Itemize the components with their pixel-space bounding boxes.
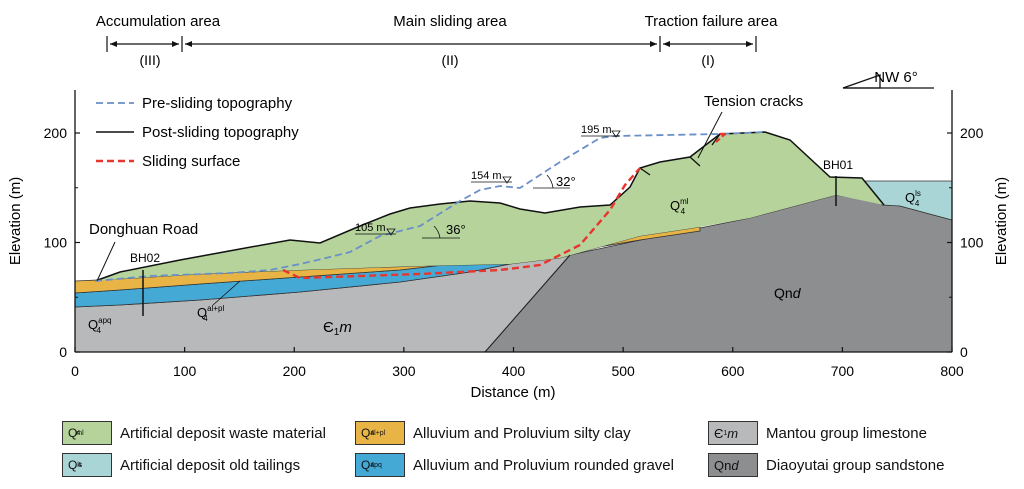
- pre-sliding-topography: [94, 131, 766, 282]
- y-tick-label-right: 0: [960, 344, 968, 360]
- x-tick-label: 800: [940, 363, 964, 379]
- x-axis-label: Distance (m): [470, 384, 555, 401]
- x-tick-label: 500: [611, 363, 635, 379]
- legend-label-limestone: Mantou group limestone: [766, 424, 927, 442]
- x-tick-label: 400: [502, 363, 526, 379]
- legend-swatch-sandstone: Qn d: [708, 453, 758, 477]
- legend-pre-sliding: Pre-sliding topography: [142, 95, 293, 112]
- legend-swatch-silty-clay: Q 4 al+pl: [355, 421, 405, 445]
- limestone-layer-label: Є1m: [323, 319, 352, 338]
- y-ticks: 0 0 100 100 200 200: [44, 125, 984, 360]
- y-tick-label-right: 100: [960, 235, 984, 251]
- zone-accumulation-label: Accumulation area: [96, 13, 221, 30]
- lithology-legend: Q 4 ml Artificial deposit waste material Q…: [0, 416, 1024, 489]
- y-tick-label-left: 0: [59, 344, 67, 360]
- angle-36-label: 36°: [446, 222, 466, 237]
- elev-105-label: 105 m: [355, 222, 386, 234]
- y-tick-label-left: 200: [44, 125, 68, 141]
- x-tick-label: 600: [721, 363, 745, 379]
- elev-154-label: 154 m: [471, 170, 502, 182]
- tension-cracks-label: Tension cracks: [704, 93, 803, 110]
- y-tick-label-left: 100: [44, 235, 68, 251]
- legend-label-sandstone: Diaoyutai group sandstone: [766, 456, 945, 474]
- y-axis-label-right: Elevation (m): [993, 177, 1010, 265]
- legend-item-sandstone: Qn d Diaoyutai group sandstone: [708, 452, 944, 478]
- north-arrow-label: NW 6°: [874, 69, 918, 86]
- elev-195-label: 195 m: [581, 124, 612, 136]
- angle-32-label: 32°: [556, 174, 576, 189]
- tailings-layer-label: Qls 4: [905, 189, 921, 208]
- legend-post-sliding: Post-sliding topography: [142, 124, 299, 141]
- waste-layer-label: Qml 4: [670, 197, 689, 216]
- y-axis-label-left: Elevation (m): [7, 177, 24, 265]
- legend-swatch-waste: Q 4 ml: [62, 421, 112, 445]
- legend-item-gravel: Q 4 apq Alluvium and Proluvium rounded gra…: [355, 452, 674, 478]
- legend-swatch-gravel: Q 4 apq: [355, 453, 405, 477]
- x-tick-label: 300: [392, 363, 416, 379]
- zone-main-sliding-label: Main sliding area: [393, 13, 507, 30]
- zone-i-label: (I): [701, 52, 714, 68]
- layer-silty-clay: [74, 226, 701, 294]
- zone-bar: Accumulation area Main sliding area Trac…: [96, 13, 778, 68]
- legend-label-gravel: Alluvium and Proluvium rounded gravel: [413, 456, 674, 474]
- x-ticks: 0 100 200 300 400 500 600 700 800: [71, 347, 964, 379]
- x-tick-label: 0: [71, 363, 79, 379]
- legend-label-waste: Artificial deposit waste material: [120, 424, 326, 442]
- sandstone-layer-label: Qnd: [774, 285, 802, 301]
- zone-traction-label: Traction failure area: [645, 13, 778, 30]
- north-arrow: NW 6°: [842, 69, 934, 89]
- legend-item-waste: Q 4 ml Artificial deposit waste material: [62, 420, 326, 446]
- legend-sliding-surface: Sliding surface: [142, 153, 240, 170]
- x-tick-label: 200: [283, 363, 307, 379]
- donghuan-road-label: Donghuan Road: [89, 221, 198, 238]
- bh01-label: BH01: [823, 158, 853, 172]
- zone-ii-label: (II): [441, 52, 458, 68]
- y-tick-label-right: 200: [960, 125, 984, 141]
- annotations: Tension cracks Donghuan Road BH02 BH01 1…: [88, 93, 921, 338]
- legend-item-tailings: Q 4 ls Artificial deposit old tailings: [62, 452, 300, 478]
- line-legend: Pre-sliding topography Post-sliding topo…: [96, 95, 299, 170]
- sliding-surface: [282, 167, 641, 280]
- x-tick-label: 700: [831, 363, 855, 379]
- legend-item-silty-clay: Q 4 al+pl Alluvium and Proluvium silty cla…: [355, 420, 631, 446]
- layer-waste: [95, 132, 884, 281]
- x-tick-label: 100: [173, 363, 197, 379]
- bh02-label: BH02: [130, 251, 160, 265]
- legend-swatch-tailings: Q 4 ls: [62, 453, 112, 477]
- zone-iii-label: (III): [140, 52, 161, 68]
- cross-section-diagram: Accumulation area Main sliding area Trac…: [7, 13, 1010, 401]
- legend-label-silty-clay: Alluvium and Proluvium silty clay: [413, 424, 631, 442]
- legend-label-tailings: Artificial deposit old tailings: [120, 456, 301, 474]
